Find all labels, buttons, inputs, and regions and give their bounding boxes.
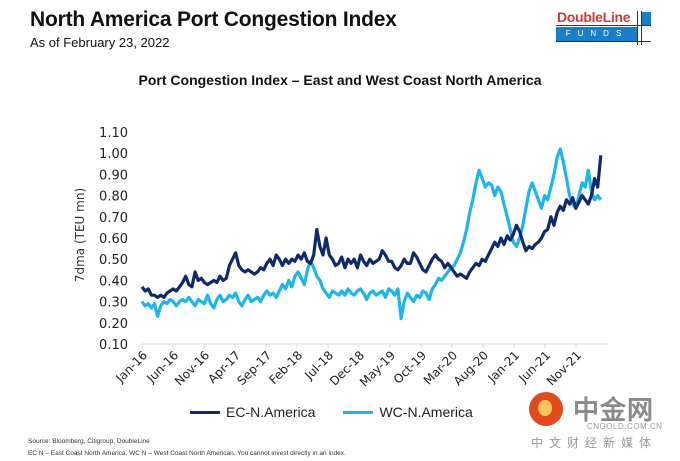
watermark-domain: CNGOLD.COM.CN [587,422,663,431]
legend-swatch-ec [190,410,220,414]
legend: EC-N.America WC-N.America [190,404,501,420]
logo-line [556,41,651,42]
legend-item-wc: WC-N.America [343,404,473,420]
logo-line [556,25,651,26]
y-axis-labels: 1.10 1.00 0.90 0.80 0.70 0.60 0.50 0.40 0.30 0.20… [99,126,128,353]
legend-label-wc: WC-N.America [379,404,473,420]
watermark-subtitle: 中文财经新媒体 [531,436,658,450]
logo-line [637,11,638,45]
y-tick-label: 0.30 [99,296,128,311]
series-lines [140,147,603,321]
y-tick-label: 0.90 [99,168,128,183]
page-title: North America Port Congestion Index [30,8,397,31]
cngold-watermark: 中金网 CNGOLD.COM.CN 中文财经新媒体 [525,386,675,456]
logo-sub: FUNDS [556,27,638,41]
y-tick-label: 0.60 [99,232,128,247]
x-axis-ticks: Jan-16Jun-16Nov-16Apr-17Sep-17Feb-18Jul-… [113,344,584,389]
page-subtitle: As of February 23, 2022 [30,35,170,50]
x-tick-label: Aug-20 [451,348,491,388]
legend-item-ec: EC-N.America [190,404,315,420]
series-line-wc-n-america [140,147,603,321]
y-tick-label: 0.50 [99,253,128,268]
y-tick-label: 0.70 [99,211,128,226]
series-line-ec-n-america [140,155,603,299]
doubleline-logo: DoubleLine FUNDS [553,9,663,47]
y-tick-label: 1.10 [99,126,128,141]
x-tick-label: Feb-18 [266,348,305,387]
logo-square [642,12,651,25]
y-tick-label: 0.40 [99,274,128,289]
y-axis-title: 7dma (TEU mn) [73,188,87,282]
x-tick-label: Jan-21 [485,348,523,386]
chart-title: Port Congestion Index – East and West Co… [138,72,542,88]
y-tick-label: 1.00 [99,147,128,162]
x-tick-label: Nov-16 [172,348,212,388]
legend-swatch-wc [343,410,374,414]
source-note: Source: Bloomberg, Citigroup, DoubleLine [28,438,150,445]
y-tick-label: 0.10 [99,338,128,353]
watermark-title: 中金网 [573,396,655,426]
logo-brand: DoubleLine [557,9,631,25]
legend-label-ec: EC-N.America [226,404,316,420]
x-tick-label: Nov-21 [544,348,584,388]
x-tick-label: Jan-16 [113,348,151,386]
disclaimer-note: EC N – East Coast North America. WC N – … [28,450,346,457]
y-tick-label: 0.80 [99,190,128,205]
y-tick-label: 0.20 [99,317,128,332]
x-tick-label: Sep-17 [234,348,274,388]
logo-line [641,11,642,45]
cngold-logo-icon [529,392,563,426]
